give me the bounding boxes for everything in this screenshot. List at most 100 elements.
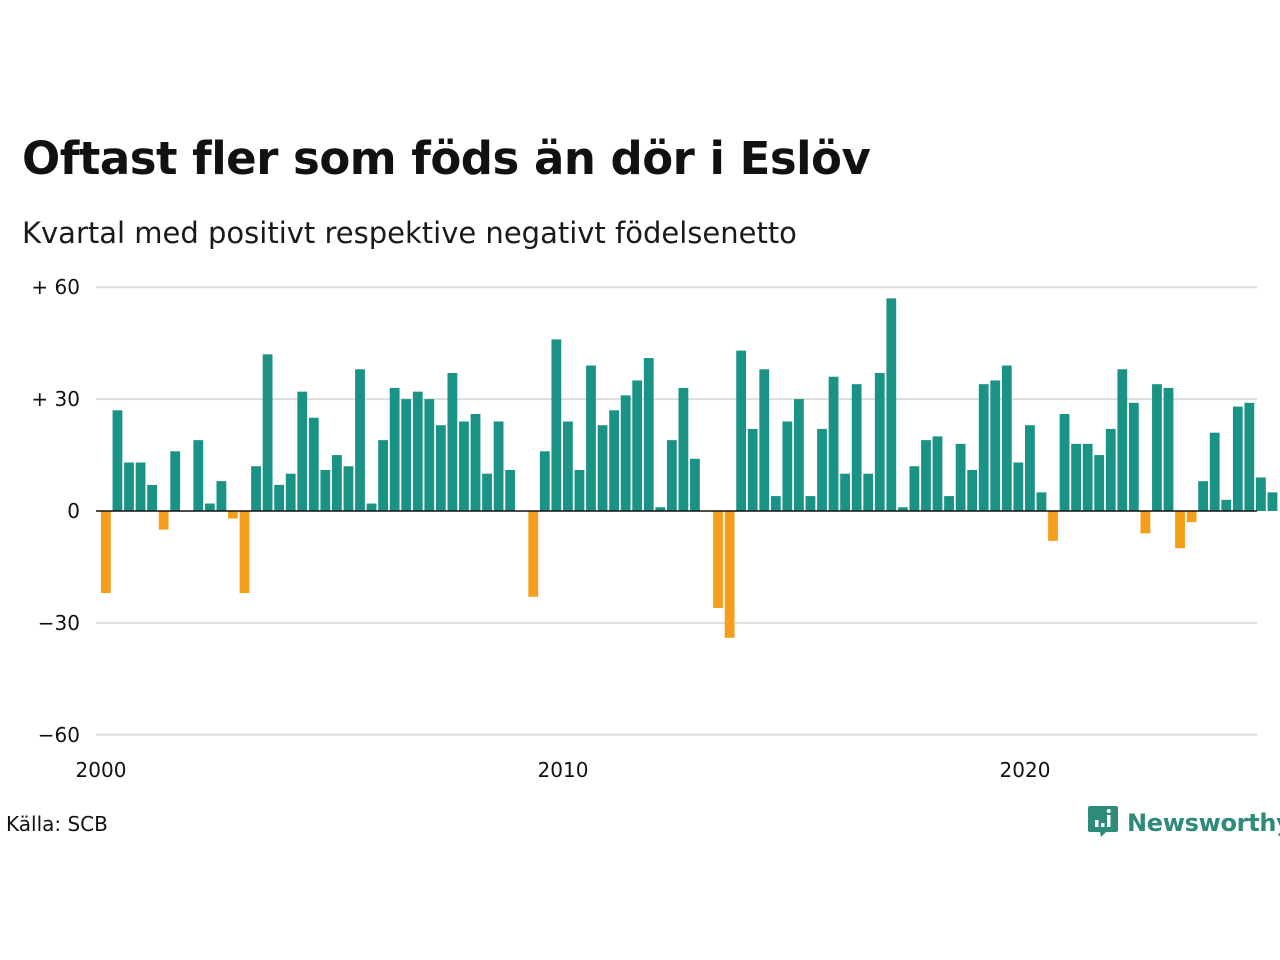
bar: [724, 511, 735, 638]
x-tick-label: 2000: [76, 758, 127, 782]
bar: [1267, 492, 1278, 511]
bar: [1232, 406, 1243, 511]
bar: [204, 503, 215, 511]
bar: [274, 484, 285, 511]
bar: [597, 425, 608, 511]
bar: [297, 391, 308, 511]
bar: [228, 511, 238, 519]
bar: [1186, 511, 1197, 523]
bar: [447, 372, 458, 511]
bar: [666, 440, 677, 511]
y-tick-label: + 30: [31, 387, 80, 411]
brand-name: Newsworthy: [1127, 809, 1280, 837]
bar: [978, 384, 989, 511]
bar: [505, 469, 516, 511]
bar: [482, 473, 492, 511]
bar: [1163, 387, 1174, 511]
bar: [1036, 492, 1047, 511]
bar: [632, 380, 643, 511]
bar: [851, 384, 862, 511]
bar: [124, 462, 134, 511]
bar: [459, 421, 469, 511]
bar: [932, 436, 943, 511]
bar: [470, 414, 481, 511]
bar: [574, 469, 585, 511]
bar: [563, 421, 573, 511]
x-tick-label: 2010: [538, 758, 589, 782]
bar: [874, 372, 885, 511]
bar: [193, 440, 204, 511]
bar: [355, 369, 365, 511]
bar: [1001, 365, 1012, 511]
brand-logo[interactable]: Newsworthy: [1087, 804, 1280, 842]
bar: [805, 496, 816, 511]
y-axis-ticks: + 60 + 30 0 −30 −60: [31, 275, 80, 747]
bar: [135, 462, 146, 511]
bar: [285, 473, 296, 511]
x-tick-label: 2020: [1000, 758, 1051, 782]
bar: [609, 410, 619, 511]
bar: [1140, 511, 1151, 534]
bar: [343, 466, 354, 511]
bar: [424, 399, 435, 511]
bar: [794, 399, 804, 511]
grid-lines: [96, 286, 1257, 736]
bar: [1256, 477, 1266, 511]
bar: [539, 451, 550, 511]
bar: [840, 473, 850, 511]
bar: [378, 440, 388, 511]
bar: [1013, 462, 1024, 511]
bar: [690, 458, 700, 511]
bar: [551, 339, 562, 511]
bar: [1152, 384, 1162, 511]
bar: [909, 466, 920, 511]
bars: [101, 298, 1278, 638]
bar: [586, 365, 596, 511]
bar: [955, 443, 966, 511]
newsworthy-logo-icon: [1087, 804, 1119, 842]
bar: [1198, 481, 1209, 511]
bar: [863, 473, 874, 511]
bar: [897, 507, 908, 511]
bar: [782, 421, 793, 511]
bar: [216, 481, 227, 511]
y-tick-label: −60: [38, 723, 80, 747]
bar: [828, 376, 839, 511]
bar: [643, 358, 654, 511]
bar: [1209, 432, 1220, 511]
bar: [678, 387, 689, 511]
bar: [655, 507, 666, 511]
bar: [262, 354, 273, 511]
bar: [1221, 499, 1232, 511]
bar: [1059, 414, 1070, 511]
bar: [1025, 425, 1035, 511]
bar: [251, 466, 261, 511]
x-axis-ticks: 2000 2010 2020: [76, 758, 1051, 782]
bar: [990, 380, 1001, 511]
bar: [713, 511, 723, 608]
bar: [817, 428, 827, 511]
bar: [1094, 455, 1105, 511]
bar: [620, 395, 631, 511]
bar: [1082, 443, 1093, 511]
bar: [528, 511, 539, 597]
bar: [944, 496, 954, 511]
bar: [886, 298, 897, 511]
y-tick-label: + 60: [31, 275, 80, 299]
y-tick-label: −30: [38, 611, 80, 635]
bar: [112, 410, 123, 511]
bar: [747, 428, 758, 511]
bar: [1128, 402, 1139, 511]
bar: [158, 511, 169, 530]
bar: [101, 511, 111, 594]
bar: [170, 451, 181, 511]
bar: [1175, 511, 1185, 549]
source-note: Källa: SCB: [6, 812, 108, 836]
chart-title: Oftast fler som föds än dör i Eslöv: [22, 132, 871, 185]
bar: [770, 496, 781, 511]
bar: [921, 440, 931, 511]
bar: [1048, 511, 1058, 541]
bar: [366, 503, 377, 511]
bar: [308, 417, 319, 511]
